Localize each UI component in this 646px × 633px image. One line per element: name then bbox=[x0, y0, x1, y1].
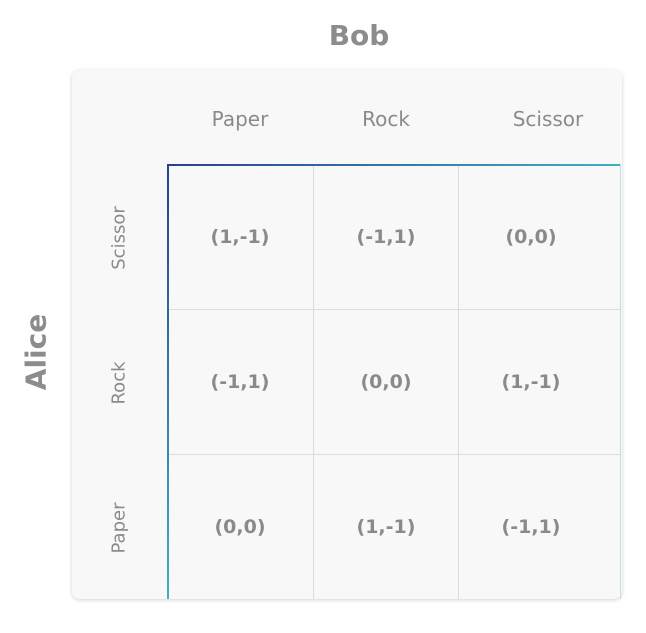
grid-right-edge-line bbox=[620, 164, 621, 599]
column-header-scissor: Scissor bbox=[512, 107, 584, 131]
payoff-matrix-panel bbox=[72, 70, 622, 599]
payoff-cell: (1,-1) bbox=[210, 225, 270, 248]
payoff-cell: (-1,1) bbox=[501, 515, 561, 538]
row-header-rock: Rock bbox=[108, 361, 130, 405]
payoff-cell: (-1,1) bbox=[356, 225, 416, 248]
column-player-label: Bob bbox=[328, 19, 390, 52]
row-player-label: Alice bbox=[19, 313, 53, 391]
payoff-cell: (0,0) bbox=[214, 515, 266, 538]
grid-divider-horizontal bbox=[167, 454, 621, 455]
row-header-scissor: Scissor bbox=[108, 206, 130, 270]
payoff-cell: (-1,1) bbox=[210, 370, 270, 393]
grid-top-axis-line bbox=[167, 164, 621, 166]
payoff-cell: (1,-1) bbox=[356, 515, 416, 538]
payoff-grid: (1,-1) (-1,1) (0,0) (-1,1) (0,0) (1,-1) … bbox=[167, 164, 621, 599]
payoff-cell: (0,0) bbox=[360, 370, 412, 393]
grid-divider-horizontal bbox=[167, 309, 621, 310]
column-header-paper: Paper bbox=[211, 107, 269, 131]
grid-divider-vertical bbox=[313, 164, 314, 599]
payoff-cell: (0,0) bbox=[505, 225, 557, 248]
column-header-rock: Rock bbox=[362, 107, 410, 131]
grid-left-axis-line bbox=[167, 164, 169, 599]
grid-divider-vertical bbox=[458, 164, 459, 599]
row-header-paper: Paper bbox=[108, 502, 130, 554]
payoff-cell: (1,-1) bbox=[501, 370, 561, 393]
